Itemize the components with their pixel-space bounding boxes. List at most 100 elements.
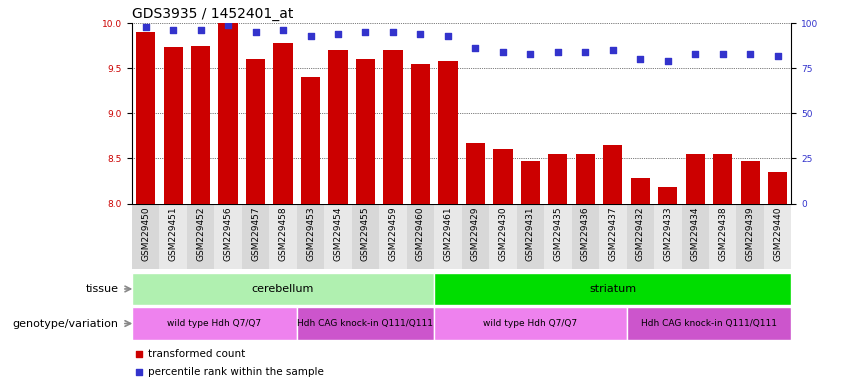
Bar [297,307,434,340]
Text: percentile rank within the sample: percentile rank within the sample [148,366,324,377]
Point [744,51,757,57]
Bar [658,187,677,204]
Point [496,49,510,55]
Text: wild type Hdh Q7/Q7: wild type Hdh Q7/Q7 [483,319,578,328]
Text: GSM229432: GSM229432 [636,207,645,261]
Bar [434,204,462,269]
Bar [599,204,626,269]
Bar [736,204,764,269]
Bar [603,145,622,204]
Point [661,58,675,64]
Bar [219,23,237,204]
Point [633,56,647,62]
Bar [544,204,572,269]
Bar [465,143,485,204]
Bar [572,204,599,269]
Bar [494,149,512,204]
Bar [411,64,430,204]
Bar [654,204,682,269]
Bar [273,43,293,204]
Text: GSM229460: GSM229460 [416,207,425,262]
Bar [713,154,733,204]
Bar [682,204,709,269]
Point [523,51,537,57]
Point [606,47,620,53]
Text: genotype/variation: genotype/variation [13,318,118,329]
Text: striatum: striatum [589,284,637,294]
Bar [132,273,434,305]
Text: GSM229434: GSM229434 [691,207,700,261]
Bar [576,154,595,204]
Point [469,45,483,51]
Bar [709,204,736,269]
Text: GSM229451: GSM229451 [168,207,178,262]
Text: GSM229437: GSM229437 [608,207,617,262]
Text: GSM229440: GSM229440 [774,207,782,261]
Text: cerebellum: cerebellum [252,284,314,294]
Text: transformed count: transformed count [148,349,246,359]
Point [139,23,152,30]
Point [358,29,372,35]
Point [414,31,427,37]
Point [132,351,146,357]
Bar [383,50,403,204]
Bar [548,154,568,204]
Text: GSM229438: GSM229438 [718,207,728,262]
Bar [489,204,517,269]
Bar [328,50,347,204]
Text: GSM229452: GSM229452 [196,207,205,261]
Bar [764,204,791,269]
Bar [269,204,297,269]
Text: GSM229431: GSM229431 [526,207,535,262]
Point [441,33,454,39]
Point [221,22,235,28]
Point [386,29,400,35]
Point [771,53,785,59]
Bar [631,178,650,204]
Point [194,27,208,33]
Text: GSM229450: GSM229450 [141,207,150,262]
Bar [626,204,654,269]
Text: GSM229435: GSM229435 [553,207,563,262]
Text: GSM229456: GSM229456 [224,207,232,262]
Text: Hdh CAG knock-in Q111/Q111: Hdh CAG knock-in Q111/Q111 [298,319,433,328]
Bar [434,307,626,340]
Point [688,51,702,57]
Text: GSM229429: GSM229429 [471,207,480,261]
Bar [686,154,705,204]
Bar [297,204,324,269]
Bar [187,204,214,269]
Point [166,27,180,33]
Bar [324,204,351,269]
Bar [407,204,434,269]
Text: GSM229430: GSM229430 [499,207,507,262]
Text: GSM229436: GSM229436 [581,207,590,262]
Bar [351,204,380,269]
Text: GSM229433: GSM229433 [663,207,672,262]
Bar [136,32,155,204]
Point [304,33,317,39]
Text: GSM229454: GSM229454 [334,207,342,261]
Bar [356,59,375,204]
Text: GSM229455: GSM229455 [361,207,370,262]
Bar [246,59,266,204]
Bar [434,273,791,305]
Bar [242,204,269,269]
Bar [438,61,458,204]
Point [716,51,729,57]
Bar [521,161,540,204]
Text: wild type Hdh Q7/Q7: wild type Hdh Q7/Q7 [168,319,261,328]
Point [579,49,592,55]
Bar [626,307,791,340]
Bar [159,204,187,269]
Text: GSM229461: GSM229461 [443,207,453,262]
Text: GSM229459: GSM229459 [388,207,397,262]
Bar [191,46,210,204]
Point [132,369,146,375]
Bar [768,172,787,204]
Point [277,27,290,33]
Text: Hdh CAG knock-in Q111/Q111: Hdh CAG knock-in Q111/Q111 [641,319,777,328]
Bar [132,307,297,340]
Bar [214,204,242,269]
Bar [163,47,183,204]
